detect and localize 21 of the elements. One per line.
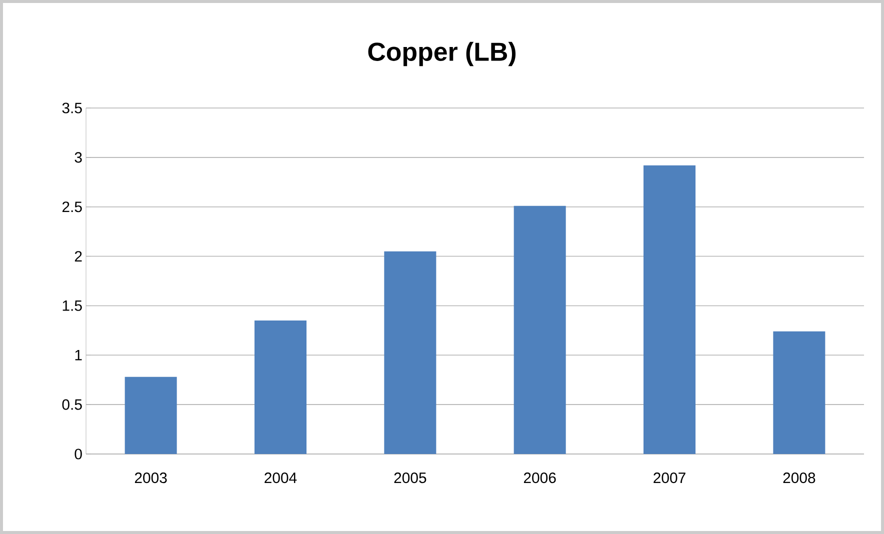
x-tick-label: 2008	[783, 472, 816, 484]
x-tick-label: 2006	[524, 472, 556, 484]
bar	[644, 165, 696, 454]
bar	[254, 320, 307, 454]
y-tick-label: 3	[74, 152, 82, 163]
y-tick-label: 0	[74, 448, 82, 460]
bar	[514, 206, 566, 454]
y-tick-label: 3.5	[62, 102, 82, 114]
x-tick-label: 2003	[134, 472, 167, 484]
bar	[773, 331, 826, 454]
y-tick-label: 1.5	[62, 300, 82, 311]
chart-title: Copper (LB)	[368, 42, 516, 66]
bar	[384, 251, 436, 454]
y-tick-label: 1	[75, 350, 82, 360]
y-tick-label: 0.5	[62, 399, 82, 410]
x-tick-label: 2007	[654, 472, 686, 484]
x-tick-label: 2004	[264, 472, 297, 484]
bar	[124, 376, 177, 454]
y-tick-label: 2.5	[62, 202, 82, 212]
y-tick-label: 2	[74, 251, 82, 262]
x-tick-label: 2005	[394, 472, 426, 484]
